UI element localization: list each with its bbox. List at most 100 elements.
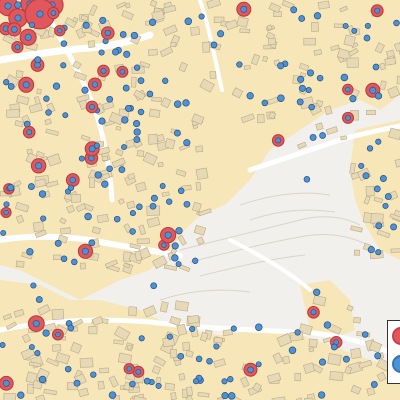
blue-location-marker[interactable] — [213, 343, 220, 350]
blue-location-marker[interactable] — [112, 48, 119, 56]
blue-location-marker[interactable] — [195, 355, 203, 363]
blue-location-marker[interactable] — [303, 176, 311, 183]
blue-location-marker[interactable] — [379, 175, 387, 182]
blue-location-marker[interactable] — [297, 75, 305, 83]
blue-location-marker[interactable] — [370, 380, 378, 388]
blue-location-marker[interactable] — [67, 184, 75, 191]
blue-location-marker[interactable] — [133, 64, 141, 71]
blue-location-marker[interactable] — [171, 254, 179, 262]
blue-location-marker[interactable] — [43, 95, 50, 102]
blue-location-marker[interactable] — [88, 239, 96, 247]
blue-location-marker[interactable] — [316, 74, 324, 82]
red-location-marker[interactable] — [77, 243, 94, 259]
blue-location-marker[interactable] — [192, 378, 200, 385]
blue-location-marker[interactable] — [42, 329, 50, 337]
blue-location-marker[interactable] — [60, 255, 68, 263]
blue-location-marker[interactable] — [390, 223, 398, 231]
blue-location-marker[interactable] — [123, 50, 131, 58]
blue-location-marker[interactable] — [54, 239, 62, 247]
blue-location-marker[interactable] — [118, 166, 126, 173]
blue-location-marker[interactable] — [309, 133, 317, 141]
blue-location-marker[interactable] — [230, 325, 237, 332]
blue-location-marker[interactable] — [121, 144, 127, 151]
red-location-marker[interactable] — [342, 111, 354, 124]
blue-location-marker[interactable] — [108, 391, 117, 399]
blue-location-marker[interactable] — [173, 100, 182, 108]
blue-location-marker[interactable] — [133, 136, 141, 144]
blue-location-marker[interactable] — [173, 129, 181, 137]
blue-location-marker[interactable] — [313, 288, 321, 296]
blue-location-marker[interactable] — [210, 41, 218, 49]
blue-location-marker[interactable] — [288, 346, 297, 355]
blue-location-marker[interactable] — [106, 95, 114, 103]
blue-location-marker[interactable] — [373, 185, 381, 193]
blue-location-marker[interactable] — [277, 62, 285, 70]
blue-location-marker[interactable] — [27, 183, 35, 191]
blue-location-marker[interactable] — [261, 99, 269, 107]
blue-location-marker[interactable] — [367, 246, 375, 254]
blue-location-marker[interactable] — [189, 325, 196, 333]
blue-location-marker[interactable] — [255, 323, 263, 331]
blue-location-marker[interactable] — [106, 165, 113, 172]
blue-location-marker[interactable] — [340, 73, 349, 82]
blue-location-marker[interactable] — [122, 84, 130, 92]
red-location-marker[interactable] — [307, 306, 320, 319]
blue-location-marker[interactable] — [137, 108, 145, 116]
blue-location-marker[interactable] — [30, 282, 37, 289]
blue-location-marker[interactable] — [342, 355, 350, 363]
blue-location-marker[interactable] — [330, 343, 338, 351]
blue-location-marker[interactable] — [146, 90, 154, 98]
red-location-marker[interactable] — [158, 239, 170, 251]
blue-location-marker[interactable] — [342, 22, 349, 29]
blue-location-marker[interactable] — [363, 34, 371, 42]
blue-location-marker[interactable] — [384, 193, 392, 201]
blue-location-marker[interactable] — [34, 56, 42, 64]
red-location-marker[interactable] — [101, 26, 115, 40]
blue-location-marker[interactable] — [60, 62, 67, 69]
red-location-marker[interactable] — [88, 77, 102, 92]
blue-location-marker[interactable] — [119, 31, 127, 38]
blue-location-marker[interactable] — [143, 377, 151, 385]
blue-location-marker[interactable] — [7, 184, 15, 192]
blue-location-marker[interactable] — [52, 82, 61, 90]
red-location-marker[interactable] — [243, 362, 258, 377]
blue-location-marker[interactable] — [149, 202, 157, 210]
blue-location-marker[interactable] — [166, 198, 173, 205]
blue-location-marker[interactable] — [101, 180, 109, 188]
blue-location-marker[interactable] — [375, 249, 382, 256]
red-location-marker[interactable] — [123, 363, 135, 375]
blue-location-marker[interactable] — [67, 324, 75, 332]
red-location-marker[interactable] — [236, 1, 252, 17]
blue-location-marker[interactable] — [184, 17, 193, 26]
blue-location-marker[interactable] — [34, 350, 41, 357]
blue-location-marker[interactable] — [81, 86, 89, 94]
blue-location-marker[interactable] — [94, 171, 102, 179]
blue-location-marker[interactable] — [183, 139, 191, 147]
blue-location-marker[interactable] — [28, 344, 35, 351]
blue-location-marker[interactable] — [171, 242, 179, 250]
blue-location-marker[interactable] — [155, 382, 162, 389]
red-location-marker[interactable] — [116, 65, 129, 78]
blue-location-marker[interactable] — [35, 296, 43, 304]
blue-location-marker[interactable] — [133, 120, 141, 128]
blue-location-marker[interactable] — [318, 358, 327, 366]
blue-location-marker[interactable] — [40, 215, 47, 222]
red-location-marker[interactable] — [18, 76, 35, 93]
red-location-marker[interactable] — [85, 100, 99, 114]
red-location-marker[interactable] — [160, 227, 177, 244]
red-location-marker[interactable] — [65, 173, 80, 187]
blue-location-marker[interactable] — [294, 329, 301, 336]
blue-location-marker[interactable] — [133, 128, 141, 136]
blue-location-marker[interactable] — [351, 27, 358, 34]
blue-location-marker[interactable] — [130, 31, 139, 40]
blue-location-marker[interactable] — [17, 391, 25, 399]
blue-location-marker[interactable] — [255, 361, 262, 368]
blue-location-marker[interactable] — [192, 257, 199, 264]
blue-location-marker[interactable] — [137, 77, 145, 84]
red-location-marker[interactable] — [0, 375, 14, 391]
blue-location-marker[interactable] — [298, 84, 306, 92]
blue-location-marker[interactable] — [323, 321, 332, 329]
blue-location-marker[interactable] — [366, 145, 374, 152]
blue-location-marker[interactable] — [306, 69, 315, 77]
